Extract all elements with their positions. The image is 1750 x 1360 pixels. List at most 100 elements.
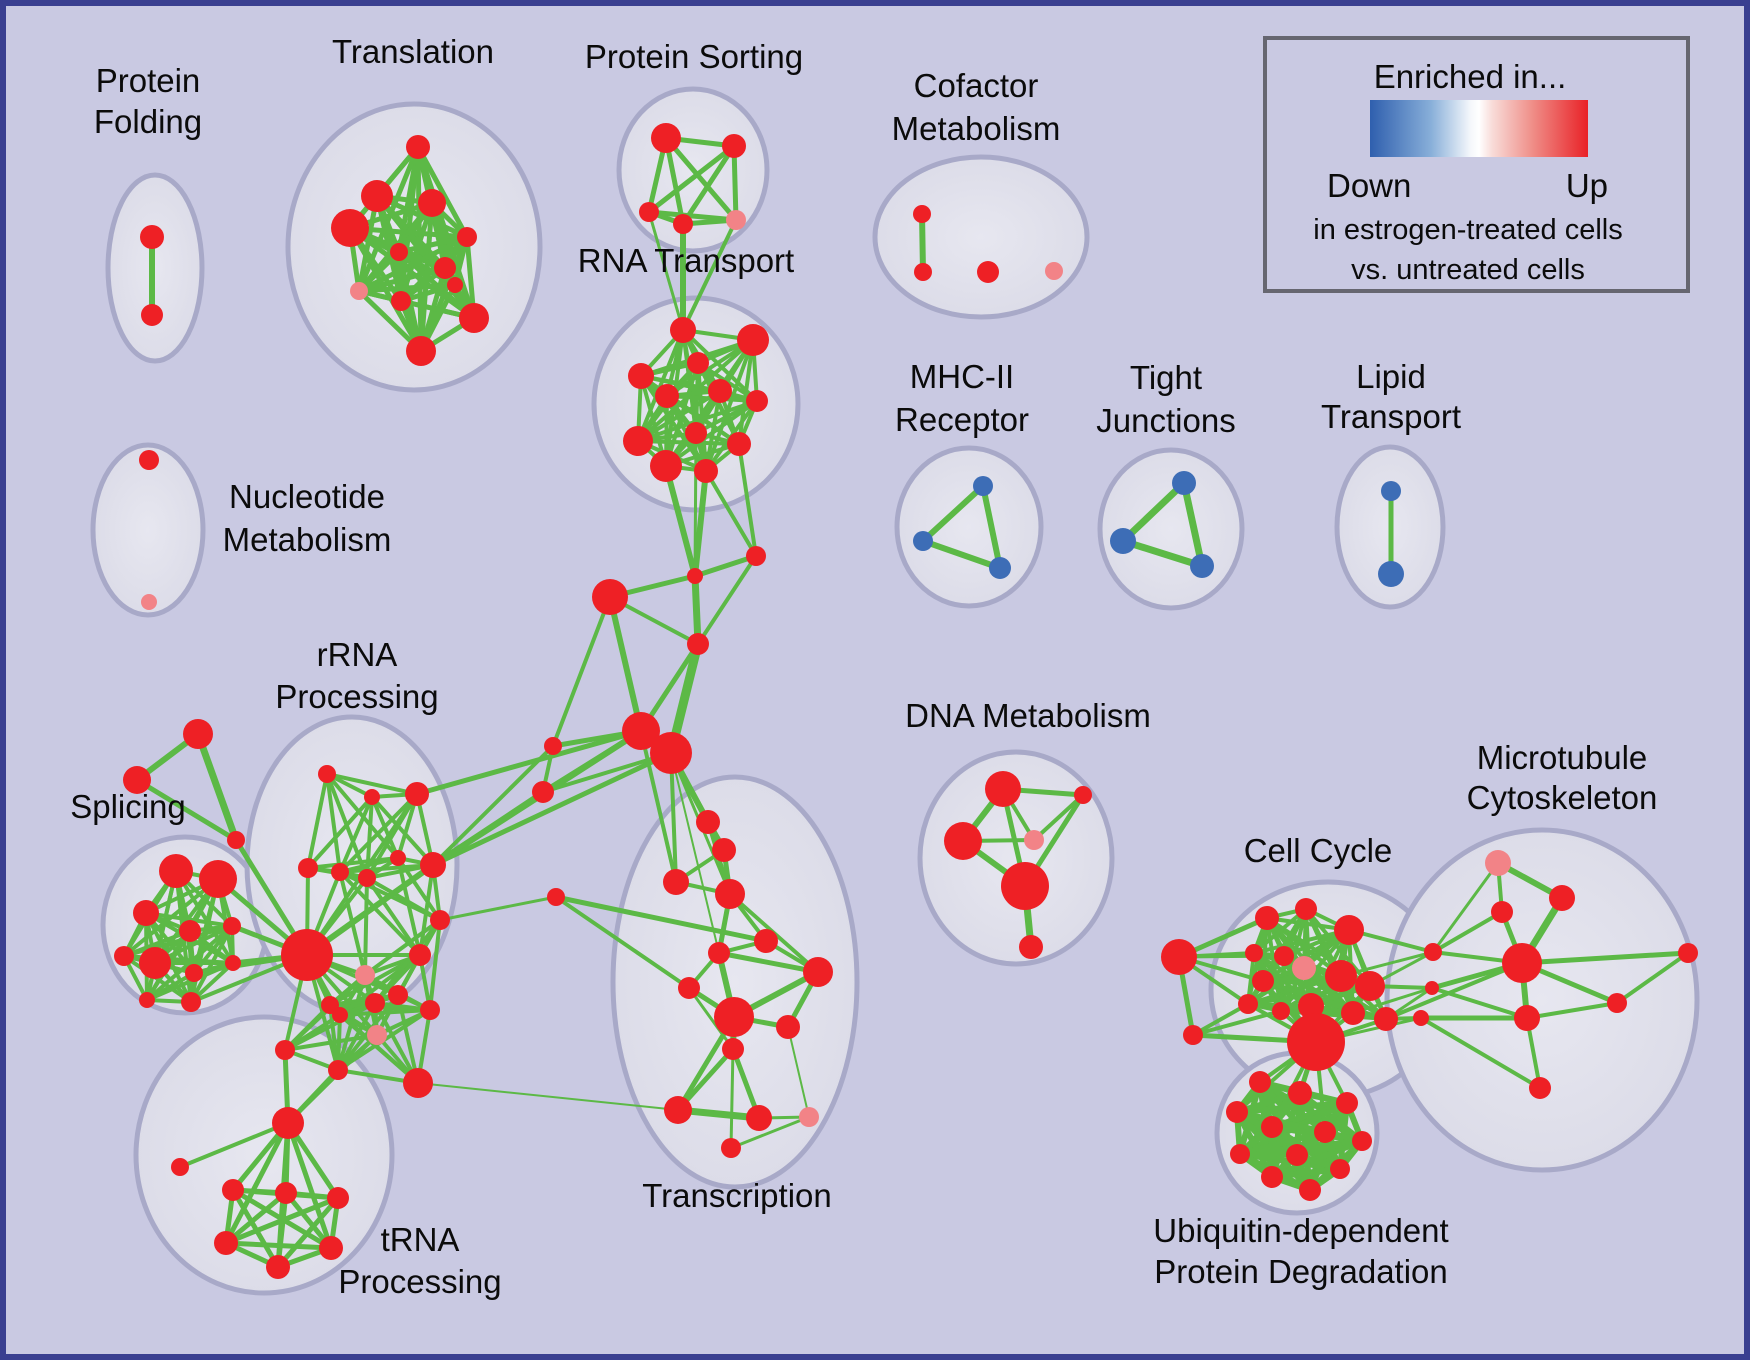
edge bbox=[1384, 961, 1524, 1021]
cluster-label-transcription: Transcription bbox=[642, 1177, 832, 1214]
edge bbox=[1419, 1016, 1542, 1090]
node-t5 bbox=[457, 227, 477, 247]
node-rr4 bbox=[298, 858, 318, 878]
node-rt12 bbox=[694, 459, 718, 483]
edge bbox=[696, 554, 758, 646]
node-pf2 bbox=[141, 304, 163, 326]
node-mc2 bbox=[1425, 981, 1439, 995]
edge bbox=[704, 469, 758, 558]
node-rr11 bbox=[409, 944, 431, 966]
cluster-label-cell-cycle: Cell Cycle bbox=[1244, 832, 1393, 869]
edge bbox=[729, 1047, 735, 1150]
node-sp11 bbox=[139, 992, 155, 1008]
edge bbox=[1261, 979, 1388, 1021]
node-sp2 bbox=[199, 860, 237, 898]
node-tr9 bbox=[803, 957, 833, 987]
edge bbox=[980, 483, 1003, 571]
cluster-label-rrna-processing: Processing bbox=[275, 678, 438, 715]
node-rt11 bbox=[650, 450, 682, 482]
edge bbox=[338, 1013, 420, 1085]
cluster-label-rrna-processing: rRNA bbox=[317, 636, 398, 673]
node-rt6 bbox=[746, 390, 768, 412]
node-cn3 bbox=[746, 546, 766, 566]
node-sp5 bbox=[223, 917, 241, 935]
edge bbox=[414, 728, 644, 797]
node-ub6 bbox=[1314, 1121, 1336, 1143]
edge bbox=[370, 795, 435, 867]
edge bbox=[428, 918, 442, 1012]
edge bbox=[1191, 1009, 1283, 1037]
node-lt2 bbox=[1378, 561, 1404, 587]
edge bbox=[1304, 907, 1372, 988]
node-rt1 bbox=[670, 317, 696, 343]
edge bbox=[1252, 928, 1351, 955]
node-rr3 bbox=[405, 782, 429, 806]
node-rr6 bbox=[358, 869, 376, 887]
node-rr13 bbox=[388, 985, 408, 1005]
node-tn2 bbox=[222, 1179, 244, 1201]
edge bbox=[680, 143, 737, 227]
edge bbox=[1119, 479, 1188, 545]
node-rt5 bbox=[708, 379, 732, 403]
edge bbox=[286, 1033, 379, 1125]
edge bbox=[787, 1026, 810, 1118]
node-ub5 bbox=[1261, 1116, 1283, 1138]
node-cn1 bbox=[592, 579, 628, 615]
cluster-ellipse-nucleotide-metabolism bbox=[90, 442, 206, 618]
node-ps4 bbox=[673, 214, 693, 234]
node-cn5 bbox=[622, 712, 660, 750]
node-cf2 bbox=[914, 263, 932, 281]
edge bbox=[664, 399, 759, 468]
edge bbox=[681, 218, 738, 332]
node-mt5 bbox=[1607, 993, 1627, 1013]
node-t9 bbox=[391, 291, 411, 311]
node-tr12 bbox=[722, 1038, 744, 1060]
node-rr5 bbox=[331, 863, 349, 881]
edge bbox=[174, 869, 235, 965]
node-cc7 bbox=[1355, 971, 1385, 1001]
node-tn5 bbox=[214, 1231, 238, 1255]
node-rr7 bbox=[420, 852, 446, 878]
node-tnH bbox=[272, 1107, 304, 1139]
edge bbox=[178, 1121, 290, 1169]
cluster-label-microtubule-cytoskeleton: Cytoskeleton bbox=[1467, 779, 1658, 816]
node-ps1 bbox=[651, 123, 681, 153]
node-dm6 bbox=[1019, 935, 1043, 959]
cluster-label-splicing: Splicing bbox=[70, 788, 186, 825]
node-ub8 bbox=[1230, 1144, 1250, 1164]
cluster-label-protein-folding: Protein bbox=[96, 62, 201, 99]
cluster-label-lipid-transport: Transport bbox=[1321, 398, 1461, 435]
node-ub1 bbox=[1249, 1071, 1271, 1093]
edge bbox=[636, 328, 685, 443]
edge bbox=[356, 249, 402, 294]
edge bbox=[194, 730, 240, 844]
edge bbox=[919, 211, 926, 275]
cluster-label-nucleotide-metabolism: Metabolism bbox=[223, 521, 392, 558]
node-cn7 bbox=[544, 737, 562, 755]
edge bbox=[1032, 793, 1085, 842]
node-cc6 bbox=[1325, 960, 1357, 992]
node-rr14 bbox=[332, 1007, 348, 1023]
node-mc3 bbox=[1413, 1010, 1429, 1026]
edge bbox=[1615, 951, 1690, 1005]
node-rr17 bbox=[367, 1025, 387, 1045]
edge bbox=[356, 265, 448, 294]
edge bbox=[1269, 1166, 1343, 1180]
edge bbox=[1180, 479, 1206, 570]
edge bbox=[1431, 861, 1500, 954]
cluster-label-mhc-ii-receptor: Receptor bbox=[895, 401, 1029, 438]
legend-up-label: Up bbox=[1566, 167, 1608, 204]
node-ps2 bbox=[722, 134, 746, 158]
node-t6 bbox=[390, 243, 408, 261]
node-cf1 bbox=[913, 205, 931, 223]
node-tn3 bbox=[275, 1182, 297, 1204]
node-cf4 bbox=[1045, 262, 1063, 280]
node-cc4 bbox=[1245, 944, 1263, 962]
node-cc9 bbox=[1238, 994, 1258, 1014]
node-cn4 bbox=[687, 633, 709, 655]
edge bbox=[144, 911, 234, 928]
cluster-ellipse-mhc-ii-receptor bbox=[894, 445, 1044, 609]
cluster-label-mhc-ii-receptor: MHC-II bbox=[910, 358, 1014, 395]
edge bbox=[363, 918, 442, 977]
